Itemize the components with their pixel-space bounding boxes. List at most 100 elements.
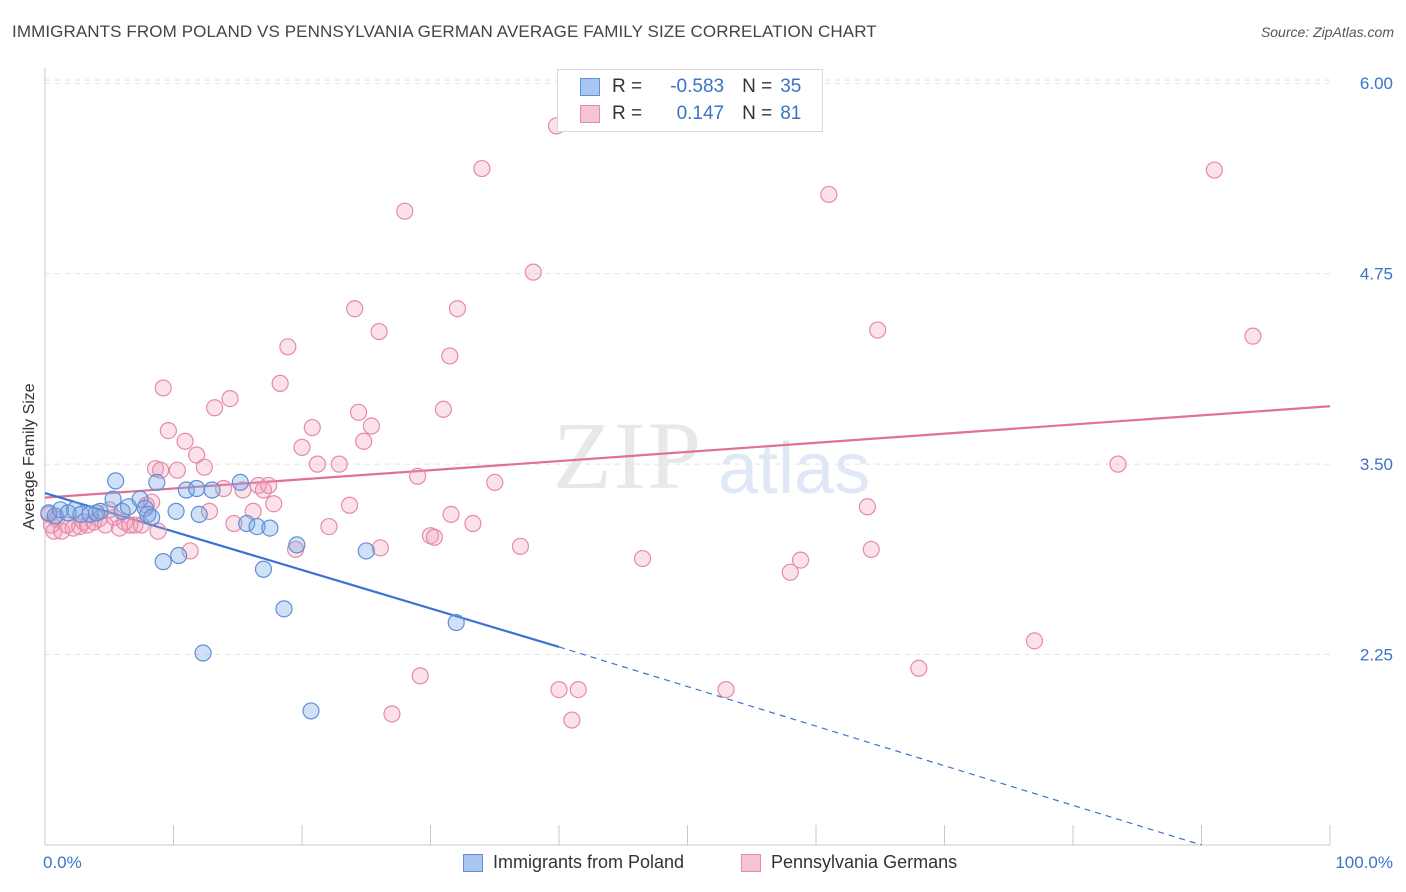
legend-n-label: N =: [742, 103, 773, 124]
poland-point: [190, 505, 208, 523]
chart-title: IMMIGRANTS FROM POLAND VS PENNSYLVANIA G…: [12, 22, 877, 41]
pa-german-point: [524, 263, 542, 281]
poland-point: [275, 600, 293, 618]
legend-swatch-poland: [580, 78, 600, 96]
correlation-legend: R = -0.583 N = 35 R = 0.147 N = 81: [557, 69, 823, 132]
pa-german-point: [371, 539, 389, 557]
pa-german-point: [254, 481, 273, 499]
legend-n-value: 35: [780, 76, 802, 97]
pa-german-point: [126, 516, 144, 534]
poland-point: [203, 481, 221, 499]
pa-german-point: [64, 519, 82, 537]
series-legend-poland: Immigrants from Poland: [463, 852, 684, 873]
pa-german-point: [265, 495, 283, 513]
poland-point: [288, 536, 306, 554]
y-tick-label: 4.75: [1360, 265, 1393, 284]
source-label: Source: ZipAtlas.com: [1260, 24, 1394, 40]
pa-german-point: [303, 418, 321, 437]
pa-german-point: [340, 496, 359, 514]
pa-german-point: [411, 667, 429, 685]
pa-german-point: [308, 455, 327, 473]
poland-point: [238, 514, 256, 533]
pa-german-point: [569, 680, 587, 699]
legend-row-poland: R = -0.583 N = 35: [580, 74, 801, 100]
pa-german-point: [396, 202, 414, 220]
pa-german-point: [200, 502, 219, 520]
pa-german-point: [225, 514, 243, 533]
poland-trend-extension: [558, 646, 1202, 846]
pa-german-point: [425, 528, 443, 546]
pa-german-point: [154, 379, 172, 397]
pa-german-point: [271, 374, 289, 392]
poland-point: [104, 490, 122, 508]
pa-german-point: [448, 300, 467, 318]
poland-point: [231, 473, 249, 491]
series-swatch-pa-german: [741, 853, 761, 872]
legend-r-label: R =: [612, 103, 643, 124]
poland-point: [143, 508, 161, 527]
pa-german-point: [781, 563, 799, 581]
x-tick-label: 0.0%: [43, 853, 82, 872]
pa-german-point: [869, 321, 887, 339]
label-layer: 2.25 3.50 4.75 6.00 0.0% 100.0% Average Family…: [21, 74, 1393, 872]
pa-german-point: [550, 680, 568, 699]
legend-swatch-pa-german: [580, 105, 600, 123]
pa-german-point: [355, 432, 373, 450]
pa-german-trend-line: [44, 405, 1331, 499]
poland-point: [167, 502, 185, 520]
pa-german-point: [464, 514, 482, 533]
pa-german-point: [442, 505, 460, 523]
pa-german-point: [383, 705, 401, 723]
grid-layer: [45, 79, 1330, 656]
pa-german-point: [168, 461, 186, 479]
y-tick-label: 2.25: [1360, 646, 1393, 665]
axis-layer: [44, 68, 1331, 846]
watermark-atlas: atlas: [718, 429, 871, 509]
poland-point: [107, 472, 125, 490]
poland-point: [261, 519, 279, 537]
legend-row-pa-german: R = 0.147 N = 81: [580, 101, 801, 127]
pa-german-point: [362, 417, 380, 435]
poland-point: [148, 473, 166, 491]
pa-german-point: [486, 473, 504, 491]
pa-german-point: [910, 659, 928, 677]
pa-german-point: [1205, 161, 1223, 179]
pa-german-point: [409, 467, 427, 485]
poland-point: [254, 560, 273, 578]
poland-point: [194, 644, 212, 662]
poland-point: [81, 505, 99, 523]
pa-german-point: [717, 680, 735, 699]
series-legend: Immigrants from Poland Pennsylvania Germ…: [0, 852, 1406, 878]
pa-german-point: [563, 711, 581, 729]
pa-german-point: [370, 322, 388, 341]
legend-n-label: N =: [742, 76, 773, 97]
pa-german-point: [1025, 632, 1044, 650]
pa-german-point: [791, 551, 810, 569]
poland-point: [248, 517, 266, 536]
poland-point: [131, 490, 149, 508]
poland-point: [170, 546, 188, 565]
series-label-poland: Immigrants from Poland: [493, 852, 685, 872]
pa-german-point: [320, 517, 338, 536]
pa-german-point: [293, 438, 311, 456]
pa-german-point: [473, 159, 491, 178]
pa-german-point: [206, 399, 224, 417]
pa-german-point: [1109, 455, 1127, 473]
legend-r-label: R =: [612, 76, 643, 97]
pa-german-point: [441, 347, 459, 365]
pa-german-point: [820, 185, 838, 204]
series-legend-pa-german: Pennsylvania Germans: [741, 852, 957, 873]
pa-german-point: [221, 390, 239, 408]
trend-layer: [44, 405, 1331, 846]
poland-point: [188, 479, 206, 498]
y-tick-label: 6.00: [1360, 74, 1393, 93]
pa-german-point: [188, 446, 206, 464]
pa-german-point: [862, 540, 880, 559]
pa-german-point: [858, 498, 877, 516]
legend-r-value: -0.583: [670, 76, 725, 97]
pa-german-point: [279, 338, 297, 356]
y-tick-label: 3.50: [1360, 455, 1393, 474]
pa-german-point: [259, 476, 278, 495]
pa-german-point: [633, 549, 652, 568]
poland-point: [302, 702, 320, 720]
